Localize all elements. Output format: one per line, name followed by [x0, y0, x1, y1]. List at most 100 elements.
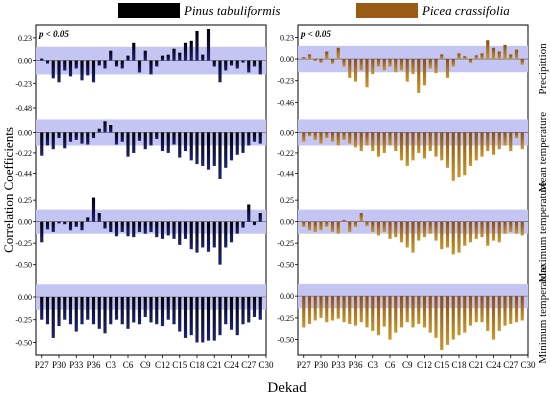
bar: [445, 221, 450, 248]
bar: [218, 132, 222, 179]
bar: [353, 132, 358, 148]
bar: [486, 40, 490, 60]
y-tick-label: -0.48: [15, 104, 32, 113]
bar: [480, 132, 484, 157]
bar: [474, 132, 478, 161]
bar: [206, 297, 211, 341]
bar: [68, 132, 73, 142]
bar: [491, 221, 496, 241]
bar: [149, 60, 153, 75]
bar: [440, 296, 444, 351]
bar: [51, 221, 55, 232]
bar: [189, 297, 193, 336]
bar: [371, 132, 375, 152]
bar: [103, 221, 107, 229]
bar: [224, 132, 228, 168]
bar: [411, 221, 415, 253]
bar: [353, 296, 358, 326]
bar: [325, 221, 329, 227]
bar: [201, 132, 205, 166]
bar: [178, 297, 182, 332]
panel-frame-left: [35, 24, 267, 356]
bar: [178, 221, 182, 245]
x-tick-label: C24: [224, 360, 240, 370]
bar: [86, 217, 90, 222]
bar: [520, 132, 524, 150]
bar: [325, 132, 329, 139]
bar: [120, 297, 124, 325]
bar: [206, 28, 211, 61]
bar: [126, 132, 130, 157]
bar: [235, 132, 239, 155]
bar: [166, 221, 170, 236]
bar: [183, 221, 188, 239]
x-tick-label: C9: [402, 360, 413, 370]
bar: [258, 297, 262, 320]
bar: [382, 132, 386, 153]
bar: [63, 132, 67, 149]
bar: [388, 132, 392, 146]
bar: [474, 55, 478, 60]
bar: [330, 132, 335, 142]
bar: [434, 132, 438, 157]
x-tick-label: P33: [69, 360, 84, 370]
row-label-mean-temperature: Mean temperature: [537, 112, 549, 192]
y-tick-label: 0.00: [280, 55, 294, 64]
bar: [178, 52, 182, 61]
bar: [45, 297, 50, 325]
bar: [155, 132, 159, 139]
bar: [509, 54, 513, 60]
bar: [417, 221, 421, 241]
bar: [229, 221, 234, 243]
bar: [319, 221, 323, 231]
bar: [319, 296, 323, 318]
bar: [394, 221, 398, 238]
bar: [109, 125, 113, 133]
bar: [480, 221, 484, 238]
y-tick-label: 0.00: [280, 218, 294, 227]
y-tick-label: 0.25: [280, 196, 294, 205]
bar: [302, 221, 306, 227]
bar: [120, 132, 124, 142]
x-tick-label: C6: [123, 360, 134, 370]
bar: [353, 221, 358, 227]
bar: [376, 59, 381, 67]
bar: [252, 221, 257, 226]
bar: [411, 296, 415, 328]
bar: [51, 297, 55, 338]
bar: [63, 221, 67, 225]
bar: [371, 296, 375, 331]
bar: [114, 297, 119, 320]
bar: [365, 132, 369, 146]
bar: [201, 297, 205, 343]
y-tick-label: -0.22: [277, 149, 294, 158]
bar: [451, 132, 455, 181]
bar: [68, 221, 73, 231]
bar: [51, 60, 55, 79]
bar: [109, 297, 113, 325]
bar: [189, 132, 193, 161]
bar: [313, 132, 317, 140]
bar: [463, 132, 467, 176]
bar: [445, 296, 450, 345]
bar: [376, 296, 381, 336]
x-tick-label: C12: [417, 360, 432, 370]
bar: [497, 296, 501, 331]
bar: [445, 59, 450, 78]
bar: [218, 60, 222, 83]
row-label-maximum-temperature: Maximum temperature: [537, 181, 549, 282]
bar: [330, 296, 335, 321]
bar: [520, 221, 524, 236]
bar: [74, 221, 78, 227]
bar: [325, 296, 329, 323]
bar: [40, 297, 44, 320]
bar: [63, 297, 67, 320]
bar: [405, 132, 409, 166]
bar: [319, 59, 323, 63]
x-tick-label: C18: [451, 360, 467, 370]
bar: [468, 59, 473, 63]
bar: [195, 221, 199, 253]
bar: [468, 221, 473, 243]
bar: [422, 59, 427, 86]
bar: [509, 296, 513, 324]
